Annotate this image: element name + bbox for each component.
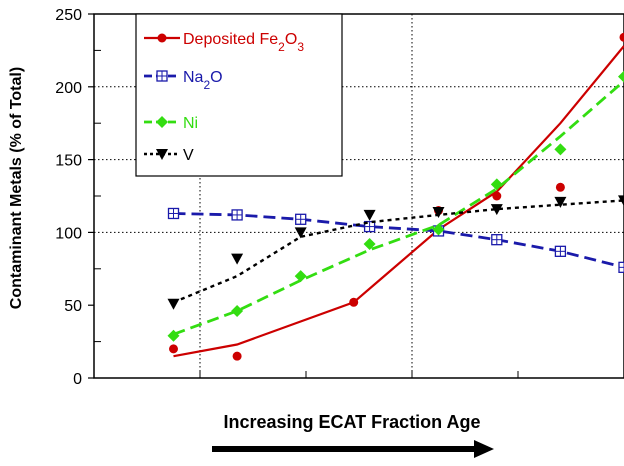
data-point: [231, 305, 244, 318]
data-point: [363, 220, 376, 233]
data-point: [554, 196, 567, 208]
data-point: [295, 213, 307, 225]
data-point: [490, 204, 503, 216]
data-point: [363, 238, 376, 251]
y-axis-ticks: 0 50 100 150 200 250: [55, 7, 519, 388]
y-tick-label: 0: [73, 371, 82, 388]
legend-entry: Na2O: [144, 69, 223, 92]
legend-box: [135, 13, 343, 177]
data-point: [167, 329, 180, 342]
data-point: [491, 234, 503, 246]
data-point: [554, 245, 567, 257]
data-point: [231, 209, 243, 221]
series-v: [167, 195, 624, 310]
legend-label: Na2O: [183, 69, 223, 92]
data-point: [618, 261, 624, 273]
series-layer: [167, 32, 624, 361]
data-point: [349, 297, 359, 307]
y-tick-label: 200: [55, 80, 82, 97]
series-ni: [167, 70, 624, 342]
y-tick-label: 50: [64, 298, 82, 315]
series-line: [173, 212, 624, 269]
data-point: [169, 344, 178, 354]
data-point: [156, 149, 168, 160]
data-point: [294, 227, 307, 239]
data-point: [618, 70, 624, 83]
y-axis-label: Contaminant Metals (% of Total): [8, 67, 25, 309]
data-point: [363, 209, 376, 221]
y-tick-label: 250: [55, 7, 82, 24]
legend-entry: Ni: [144, 115, 198, 132]
legend-label: Deposited Fe2O3: [183, 31, 304, 54]
data-point: [492, 191, 502, 201]
data-point: [432, 207, 445, 219]
data-point: [167, 298, 180, 310]
x-axis-label: Increasing ECAT Fraction Age: [223, 412, 480, 432]
data-point: [432, 223, 445, 236]
y-tick-label: 100: [55, 225, 82, 242]
legend-entry: V: [144, 147, 194, 164]
data-point: [156, 116, 168, 128]
data-point: [490, 178, 503, 191]
data-point: [231, 253, 244, 265]
data-point: [619, 32, 624, 42]
data-point: [554, 143, 567, 156]
series-line: [173, 199, 624, 304]
legend-label: Ni: [183, 115, 198, 132]
data-point: [232, 351, 242, 361]
data-point: [157, 33, 167, 43]
y-tick-label: 150: [55, 153, 82, 170]
data-point: [618, 195, 624, 207]
data-point: [555, 182, 565, 192]
increasing-arrow: [212, 440, 494, 458]
legend-entry: Deposited Fe2O3: [144, 31, 304, 54]
legend-label: V: [183, 147, 194, 164]
legend: Deposited Fe2O3 Na2O Ni V: [135, 13, 343, 177]
data-point: [167, 207, 180, 220]
data-point: [156, 70, 168, 82]
series-line: [173, 79, 624, 336]
data-point: [294, 270, 307, 283]
